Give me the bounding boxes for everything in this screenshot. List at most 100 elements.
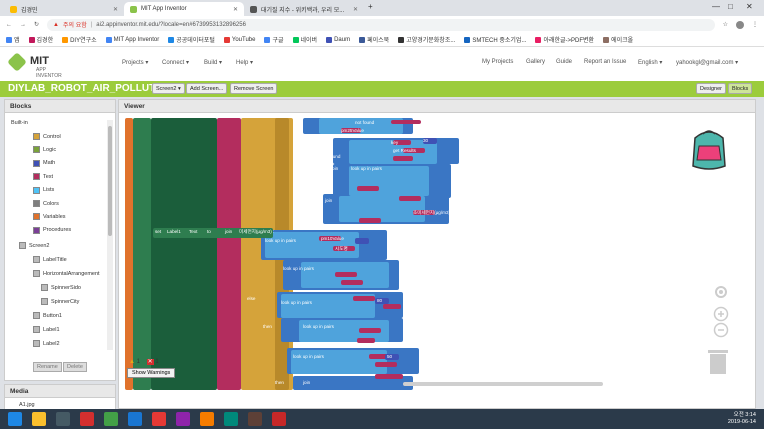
lookup-inner-block[interactable] (319, 118, 403, 134)
taskbar-app-icon[interactable] (8, 412, 22, 426)
tree-builtin-item[interactable]: Logic (33, 146, 56, 154)
taskbar-app-icon[interactable] (104, 412, 118, 426)
show-warnings-button[interactable]: Show Warnings (127, 368, 176, 378)
bookmark-item[interactable]: 공공데이터포털 (168, 35, 215, 44)
taskbar-app-icon[interactable] (152, 412, 166, 426)
tree-builtin[interactable]: Built-in (11, 120, 28, 126)
menu-account[interactable]: yahookgl@gmail.com ▾ (676, 60, 739, 66)
text-string-block[interactable] (359, 328, 381, 333)
text-string-block[interactable] (413, 210, 435, 215)
blocks-button[interactable]: Blocks (728, 83, 753, 94)
tree-builtin-item[interactable]: Control (33, 133, 61, 140)
maximize-button[interactable]: □ (728, 2, 733, 11)
number-block[interactable] (385, 354, 399, 360)
taskbar-app-icon[interactable] (80, 412, 94, 426)
text-string-block[interactable] (403, 148, 425, 153)
close-window-button[interactable]: ✕ (746, 2, 753, 11)
lookup-inner-block[interactable] (349, 166, 429, 196)
taskbar-app-icon[interactable] (176, 412, 190, 426)
text-string-block[interactable] (383, 304, 401, 309)
blocks-scrollbar[interactable] (107, 120, 113, 350)
text-string-block[interactable] (399, 196, 421, 201)
tree-builtin-item[interactable]: Lists (33, 186, 54, 194)
text-string-block[interactable] (353, 296, 375, 301)
text-string-block[interactable] (393, 140, 411, 145)
tree-component[interactable]: HorizontalArrangement (33, 270, 100, 277)
menu-icon[interactable]: ⋮ (752, 22, 758, 28)
url-field[interactable]: ▲ 주의 요함 | ai2.appinventor.mit.edu/?local… (47, 18, 715, 31)
tab-close-icon[interactable]: ✕ (352, 6, 358, 13)
text-string-block[interactable] (341, 128, 361, 133)
text-string-block[interactable] (357, 186, 379, 191)
menu-build[interactable]: Build ▾ (204, 60, 223, 66)
tab-close-icon[interactable]: ✕ (112, 6, 118, 13)
number-block[interactable] (375, 298, 389, 304)
bookmark-item[interactable]: 구글 (264, 35, 284, 44)
browser-tab[interactable]: 대기질 지수 - 위키백과, 우리 모... ✕ (244, 2, 364, 16)
bookmark-item[interactable]: 김경한 (28, 35, 53, 44)
menu-language[interactable]: English ▾ (638, 60, 663, 66)
tree-component[interactable]: Label2 (33, 340, 60, 347)
number-block[interactable] (355, 238, 369, 244)
add-screen-button[interactable]: Add Screen... (186, 83, 228, 94)
zoom-out-icon[interactable] (713, 322, 729, 338)
text-string-block[interactable] (333, 246, 355, 251)
text-string-block[interactable] (359, 218, 381, 223)
tree-builtin-item[interactable]: Math (33, 159, 55, 167)
bookmark-item[interactable]: 네이버 (292, 35, 317, 44)
link-gallery[interactable]: Gallery (526, 59, 546, 65)
text-string-block[interactable] (375, 374, 403, 379)
scrollbar-thumb[interactable] (108, 126, 112, 236)
tree-component[interactable]: Label1 (33, 326, 60, 333)
star-icon[interactable]: ☆ (722, 22, 728, 28)
blocks-workspace[interactable]: set Label1 Text to join 미세먼지(μg/m3) : else the… (123, 118, 748, 390)
workspace-scrollbar[interactable] (403, 382, 603, 386)
trash-icon[interactable] (707, 348, 729, 376)
bookmark-item[interactable]: Daum (326, 36, 350, 43)
lookup-inner-block[interactable] (265, 232, 359, 258)
text-string-block[interactable] (393, 156, 413, 161)
tree-builtin-item[interactable]: Procedures (33, 226, 71, 234)
lookup-in-pairs-block[interactable] (293, 376, 413, 390)
browser-tab-active[interactable]: MIT App Inventor ✕ (124, 2, 244, 16)
text-string-block[interactable] (357, 338, 375, 343)
set-label-text-block[interactable] (153, 228, 273, 238)
media-file-item[interactable]: A1.jpg (19, 402, 35, 408)
tree-component[interactable]: LabelTitle (33, 256, 67, 263)
text-block-edge[interactable] (217, 118, 241, 390)
link-my-projects[interactable]: My Projects (482, 59, 514, 65)
minimize-button[interactable]: — (712, 2, 720, 11)
bookmark-item[interactable]: MIT App Inventor (105, 36, 159, 43)
profile-avatar[interactable] (736, 20, 744, 29)
text-string-block[interactable] (391, 120, 421, 124)
procedure-block[interactable] (151, 118, 217, 390)
lookup-inner-block[interactable] (299, 320, 389, 342)
text-string-block[interactable] (335, 272, 357, 277)
screen-select[interactable]: Screen2 ▾ (152, 83, 185, 94)
recenter-icon[interactable] (713, 284, 729, 300)
taskbar-app-icon[interactable] (32, 412, 46, 426)
reload-icon[interactable]: ↻ (34, 22, 40, 28)
bookmark-item[interactable]: 에이크올 (603, 35, 633, 44)
mit-logo[interactable]: MIT APP INVENTOR (7, 52, 70, 79)
bookmark-item[interactable]: 아래한글->PDF변환 (535, 35, 594, 44)
zoom-in-icon[interactable] (713, 306, 729, 322)
tree-component[interactable]: SpinnerCity (41, 298, 79, 305)
text-string-block[interactable] (369, 354, 391, 359)
taskbar-app-icon[interactable] (248, 412, 262, 426)
bookmark-item[interactable]: SMTECH 중소기업... (464, 35, 526, 44)
variable-block-edge[interactable] (125, 118, 133, 390)
procedure-block-edge[interactable] (133, 118, 151, 390)
text-string-block[interactable] (319, 236, 341, 241)
back-icon[interactable]: ← (6, 21, 12, 28)
link-report-issue[interactable]: Report an Issue (584, 59, 627, 65)
delete-button[interactable]: Delete (63, 362, 87, 372)
remove-screen-button[interactable]: Remove Screen (230, 83, 278, 94)
number-block[interactable] (423, 138, 437, 144)
menu-help[interactable]: Help ▾ (236, 60, 254, 66)
menu-connect[interactable]: Connect ▾ (162, 60, 190, 66)
forward-icon[interactable]: → (20, 21, 26, 28)
link-guide[interactable]: Guide (556, 59, 573, 65)
bookmark-item[interactable]: YouTube (223, 36, 255, 43)
bookmark-item[interactable]: 앱 (6, 35, 20, 44)
